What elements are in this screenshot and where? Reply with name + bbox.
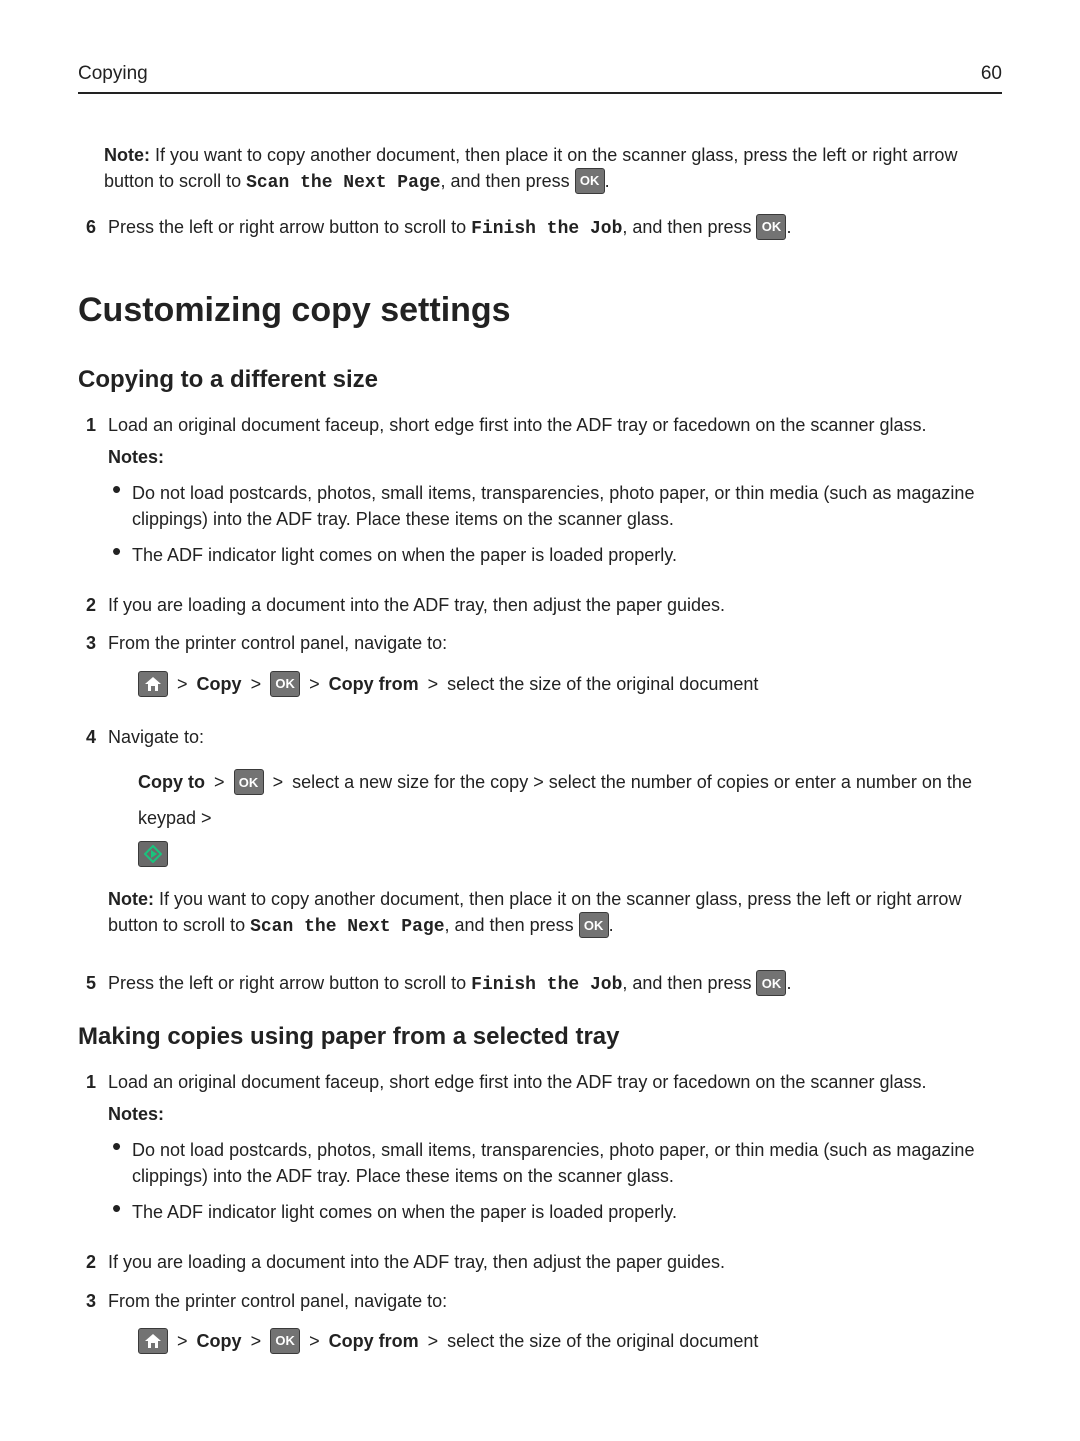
step5-text-a: Press the left or right arrow button to …: [108, 973, 471, 993]
step-6: 6 Press the left or right arrow button t…: [78, 214, 1002, 242]
home-icon: [138, 671, 168, 697]
step-text: From the printer control panel, navigate…: [108, 1288, 1002, 1314]
step-number: 1: [78, 412, 96, 580]
step-body: If you are loading a document into the A…: [108, 592, 1002, 618]
note-bullet: Do not load postcards, photos, small ite…: [108, 480, 1002, 532]
nav-sep: >: [305, 1331, 324, 1351]
step5-text-c: .: [786, 973, 791, 993]
nav-sep: >: [247, 1331, 266, 1351]
step5-mono: Finish the Job: [471, 975, 622, 995]
nav-sep: >: [210, 772, 229, 792]
nav-path: > Copy > OK > Copy from > select the siz…: [138, 671, 1002, 698]
step-body: From the printer control panel, navigate…: [108, 630, 1002, 711]
home-icon: [138, 1328, 168, 1354]
nav-path: > Copy > OK > Copy from > select the siz…: [138, 1328, 1002, 1355]
step6-text-a: Press the left or right arrow button to …: [108, 217, 471, 237]
nav-copyfrom: Copy from: [329, 674, 419, 694]
step-number: 5: [78, 970, 96, 998]
step6-mono: Finish the Job: [471, 219, 622, 239]
nav-copyto: Copy to: [138, 772, 205, 792]
note-label: Note:: [108, 889, 154, 909]
ok-icon: OK: [575, 168, 605, 194]
ok-icon: OK: [756, 214, 786, 240]
notes-list: Do not load postcards, photos, small ite…: [108, 480, 1002, 568]
nav-tail: select the size of the original document: [442, 674, 758, 694]
secA-step-4: 4 Navigate to: Copy to > OK > select a n…: [78, 724, 1002, 958]
step6-text-c: .: [786, 217, 791, 237]
nav-sep: >: [269, 772, 288, 792]
ok-icon: OK: [234, 769, 264, 795]
notes-label: Notes:: [108, 1101, 1002, 1127]
secB-step-1: 1 Load an original document faceup, shor…: [78, 1069, 1002, 1237]
nav-sep: >: [247, 674, 266, 694]
ok-icon: OK: [756, 970, 786, 996]
secA-step-2: 2 If you are loading a document into the…: [78, 592, 1002, 618]
note-mono: Scan the Next Page: [250, 917, 444, 937]
notes-label: Notes:: [108, 444, 1002, 470]
ok-icon: OK: [270, 671, 300, 697]
notes-list: Do not load postcards, photos, small ite…: [108, 1137, 1002, 1225]
section-heading: Customizing copy settings: [78, 286, 1002, 335]
note-text-b: , and then press: [445, 915, 579, 935]
nav-copy: Copy: [197, 1331, 242, 1351]
secB-step-3: 3 From the printer control panel, naviga…: [78, 1288, 1002, 1369]
ok-icon: OK: [579, 912, 609, 938]
nav-sep: >: [424, 1331, 443, 1351]
step-number: 2: [78, 592, 96, 618]
header-page-number: 60: [981, 60, 1002, 88]
step-number: 3: [78, 630, 96, 711]
secA-step-5: 5 Press the left or right arrow button t…: [78, 970, 1002, 998]
step-body: Load an original document faceup, short …: [108, 1069, 1002, 1237]
step-number: 1: [78, 1069, 96, 1237]
step-text: Load an original document faceup, short …: [108, 1069, 1002, 1095]
nav-copy: Copy: [197, 674, 242, 694]
secA-step-3: 3 From the printer control panel, naviga…: [78, 630, 1002, 711]
secB-step-2: 2 If you are loading a document into the…: [78, 1249, 1002, 1275]
nav-sep: >: [305, 674, 324, 694]
nav-copyfrom: Copy from: [329, 1331, 419, 1351]
step-text: Navigate to:: [108, 724, 1002, 750]
step6-text-b: , and then press: [622, 217, 756, 237]
subheading-b: Making copies using paper from a selecte…: [78, 1020, 1002, 1055]
page-header: Copying 60: [78, 60, 1002, 94]
inline-note: Note: If you want to copy another docume…: [108, 886, 1002, 940]
secA-step-1: 1 Load an original document faceup, shor…: [78, 412, 1002, 580]
header-section: Copying: [78, 60, 148, 88]
step-body: If you are loading a document into the A…: [108, 1249, 1002, 1275]
step-body: Navigate to: Copy to > OK > select a new…: [108, 724, 1002, 958]
note-mono: Scan the Next Page: [246, 173, 440, 193]
step-body: Press the left or right arrow button to …: [108, 214, 1002, 242]
step-number: 4: [78, 724, 96, 958]
step5-text-b: , and then press: [622, 973, 756, 993]
subheading-a: Copying to a different size: [78, 363, 1002, 398]
step-body: From the printer control panel, navigate…: [108, 1288, 1002, 1369]
note-bullet: Do not load postcards, photos, small ite…: [108, 1137, 1002, 1189]
carryover-note: Note: If you want to copy another docume…: [104, 142, 1002, 196]
note-period: .: [605, 171, 610, 191]
ok-icon: OK: [270, 1328, 300, 1354]
nav-sep: >: [173, 1331, 192, 1351]
note-period: .: [609, 915, 614, 935]
nav-sep: >: [173, 674, 192, 694]
step-body: Press the left or right arrow button to …: [108, 970, 1002, 998]
nav-sep: >: [424, 674, 443, 694]
step-number: 3: [78, 1288, 96, 1369]
nav-tail: select the size of the original document: [442, 1331, 758, 1351]
start-icon: [138, 841, 168, 867]
note-bullet: The ADF indicator light comes on when th…: [108, 542, 1002, 568]
step-text: From the printer control panel, navigate…: [108, 630, 1002, 656]
step-body: Load an original document faceup, short …: [108, 412, 1002, 580]
nav-path: Copy to > OK > select a new size for the…: [138, 764, 1002, 872]
step-number: 6: [78, 214, 96, 242]
note-bullet: The ADF indicator light comes on when th…: [108, 1199, 1002, 1225]
step-number: 2: [78, 1249, 96, 1275]
note-text-b: , and then press: [441, 171, 575, 191]
note-label: Note:: [104, 145, 150, 165]
step-text: Load an original document faceup, short …: [108, 412, 1002, 438]
